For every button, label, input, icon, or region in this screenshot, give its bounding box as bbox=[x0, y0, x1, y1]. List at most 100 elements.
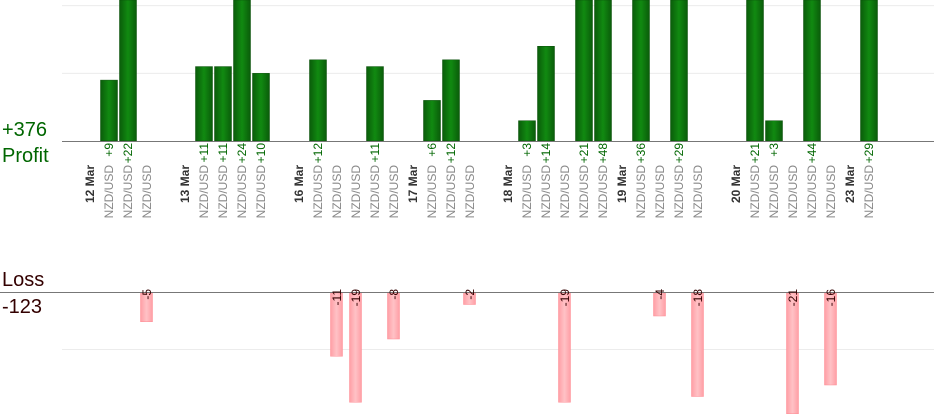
pair-label: NZD/USD bbox=[254, 165, 268, 219]
profit-value-label: +12 bbox=[311, 143, 325, 164]
loss-value-label: -16 bbox=[824, 289, 838, 307]
profit-value-label: +21 bbox=[748, 143, 762, 164]
pair-label: NZD/USD bbox=[862, 165, 876, 219]
loss-value-label: -2 bbox=[463, 289, 477, 300]
profit-label: Profit bbox=[2, 145, 49, 167]
date-label: 13 Mar bbox=[178, 165, 192, 203]
loss-value-label: -5 bbox=[140, 289, 154, 300]
profit-bar bbox=[803, 0, 821, 142]
loss-label: Loss bbox=[2, 269, 45, 291]
profit-bar bbox=[195, 66, 213, 142]
profit-value-label: +24 bbox=[235, 143, 249, 164]
pair-label: NZD/USD bbox=[235, 165, 249, 219]
pair-label: NZD/USD bbox=[672, 165, 686, 219]
date-label: 16 Mar bbox=[292, 165, 306, 203]
loss-bar bbox=[691, 292, 704, 397]
profit-bar bbox=[214, 66, 232, 142]
loss-value-label: -19 bbox=[558, 289, 572, 307]
loss-value-label: -21 bbox=[786, 289, 800, 307]
profit-value-label: +11 bbox=[197, 143, 211, 163]
pair-label: NZD/USD bbox=[824, 165, 838, 219]
profit-value-label: +11 bbox=[216, 143, 230, 163]
profit-value-label: +14 bbox=[539, 143, 553, 164]
date-label: 19 Mar bbox=[615, 165, 629, 203]
pair-label: NZD/USD bbox=[387, 165, 401, 219]
loss-value-label: -18 bbox=[691, 289, 705, 307]
date-label: 12 Mar bbox=[83, 165, 97, 203]
profit-bar bbox=[233, 0, 251, 142]
profit-value-label: +9 bbox=[102, 143, 116, 157]
pair-label: NZD/USD bbox=[786, 165, 800, 219]
profit-bar bbox=[765, 120, 783, 142]
pair-label: NZD/USD bbox=[539, 165, 553, 219]
date-label: 20 Mar bbox=[729, 165, 743, 203]
profit-value-label: +10 bbox=[254, 143, 268, 164]
profit-bar bbox=[746, 0, 764, 142]
loss-value-label: -11 bbox=[330, 289, 344, 306]
pair-label: NZD/USD bbox=[653, 165, 667, 219]
pair-label: NZD/USD bbox=[311, 165, 325, 219]
pair-label: NZD/USD bbox=[634, 165, 648, 219]
profit-value-label: +3 bbox=[767, 143, 781, 157]
profit-total: +376 bbox=[2, 119, 48, 141]
pair-label: NZD/USD bbox=[349, 165, 363, 219]
date-label: 18 Mar bbox=[501, 165, 515, 203]
loss-value-label: -19 bbox=[349, 289, 363, 307]
profit-bar bbox=[119, 0, 137, 142]
gridlines bbox=[62, 5, 934, 350]
pair-label: NZD/USD bbox=[520, 165, 534, 219]
profit-bar bbox=[366, 66, 384, 142]
profit-value-label: +11 bbox=[368, 143, 382, 163]
bar-labels: 12 Mar 13 Mar 16 Mar 17 Mar 18 Mar 19 Mar 20 M… bbox=[83, 143, 876, 307]
profit-value-label: +6 bbox=[425, 143, 439, 157]
profit-value-label: +12 bbox=[444, 143, 458, 164]
profit-value-label: +36 bbox=[634, 143, 648, 164]
date-label: 17 Mar bbox=[406, 165, 420, 203]
profit-bar bbox=[537, 46, 555, 142]
profit-value-label: +29 bbox=[672, 143, 686, 164]
profit-value-label: +29 bbox=[862, 143, 876, 164]
loss-total: -123 bbox=[2, 296, 43, 318]
pair-label: NZD/USD bbox=[577, 165, 591, 219]
pair-label: NZD/USD bbox=[596, 165, 610, 219]
loss-bar bbox=[558, 292, 571, 403]
pair-label: NZD/USD bbox=[463, 165, 477, 219]
pair-label: NZD/USD bbox=[748, 165, 762, 219]
pair-label: NZD/USD bbox=[425, 165, 439, 219]
profit-value-label: +48 bbox=[596, 143, 610, 164]
pair-label: NZD/USD bbox=[121, 165, 135, 219]
pair-label: NZD/USD bbox=[767, 165, 781, 219]
profit-value-label: +44 bbox=[805, 143, 819, 164]
profit-bar bbox=[423, 100, 441, 142]
profit-bar bbox=[670, 0, 688, 142]
profit-value-label: +22 bbox=[121, 143, 135, 164]
axes bbox=[0, 141, 934, 293]
profit-bar bbox=[518, 120, 536, 142]
profit-bar bbox=[632, 0, 650, 142]
pair-label: NZD/USD bbox=[558, 165, 572, 219]
profit-bar bbox=[100, 79, 118, 142]
pair-label: NZD/USD bbox=[102, 165, 116, 219]
pair-label: NZD/USD bbox=[197, 165, 211, 219]
pair-label: NZD/USD bbox=[691, 165, 705, 219]
profit-bars bbox=[100, 0, 878, 142]
loss-value-label: -4 bbox=[653, 289, 667, 300]
profit-value-label: +21 bbox=[577, 143, 591, 164]
profit-bar bbox=[860, 0, 878, 142]
pair-label: NZD/USD bbox=[140, 165, 154, 219]
profit-bar bbox=[575, 0, 593, 142]
pair-label: NZD/USD bbox=[444, 165, 458, 219]
loss-bar bbox=[786, 292, 799, 414]
pair-label: NZD/USD bbox=[330, 165, 344, 219]
loss-value-label: -8 bbox=[387, 289, 401, 300]
profit-bar bbox=[252, 73, 270, 142]
loss-bar bbox=[349, 292, 362, 403]
loss-bars bbox=[140, 292, 837, 414]
pair-label: NZD/USD bbox=[368, 165, 382, 219]
profit-value-label: +3 bbox=[520, 143, 534, 157]
profit-bar bbox=[309, 59, 327, 142]
date-label: 23 Mar bbox=[843, 165, 857, 203]
pair-label: NZD/USD bbox=[216, 165, 230, 219]
profit-bar bbox=[594, 0, 612, 142]
